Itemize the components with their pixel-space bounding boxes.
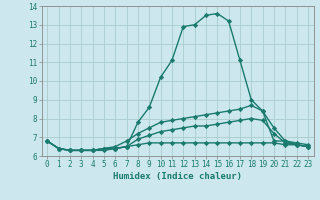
X-axis label: Humidex (Indice chaleur): Humidex (Indice chaleur) xyxy=(113,172,242,181)
